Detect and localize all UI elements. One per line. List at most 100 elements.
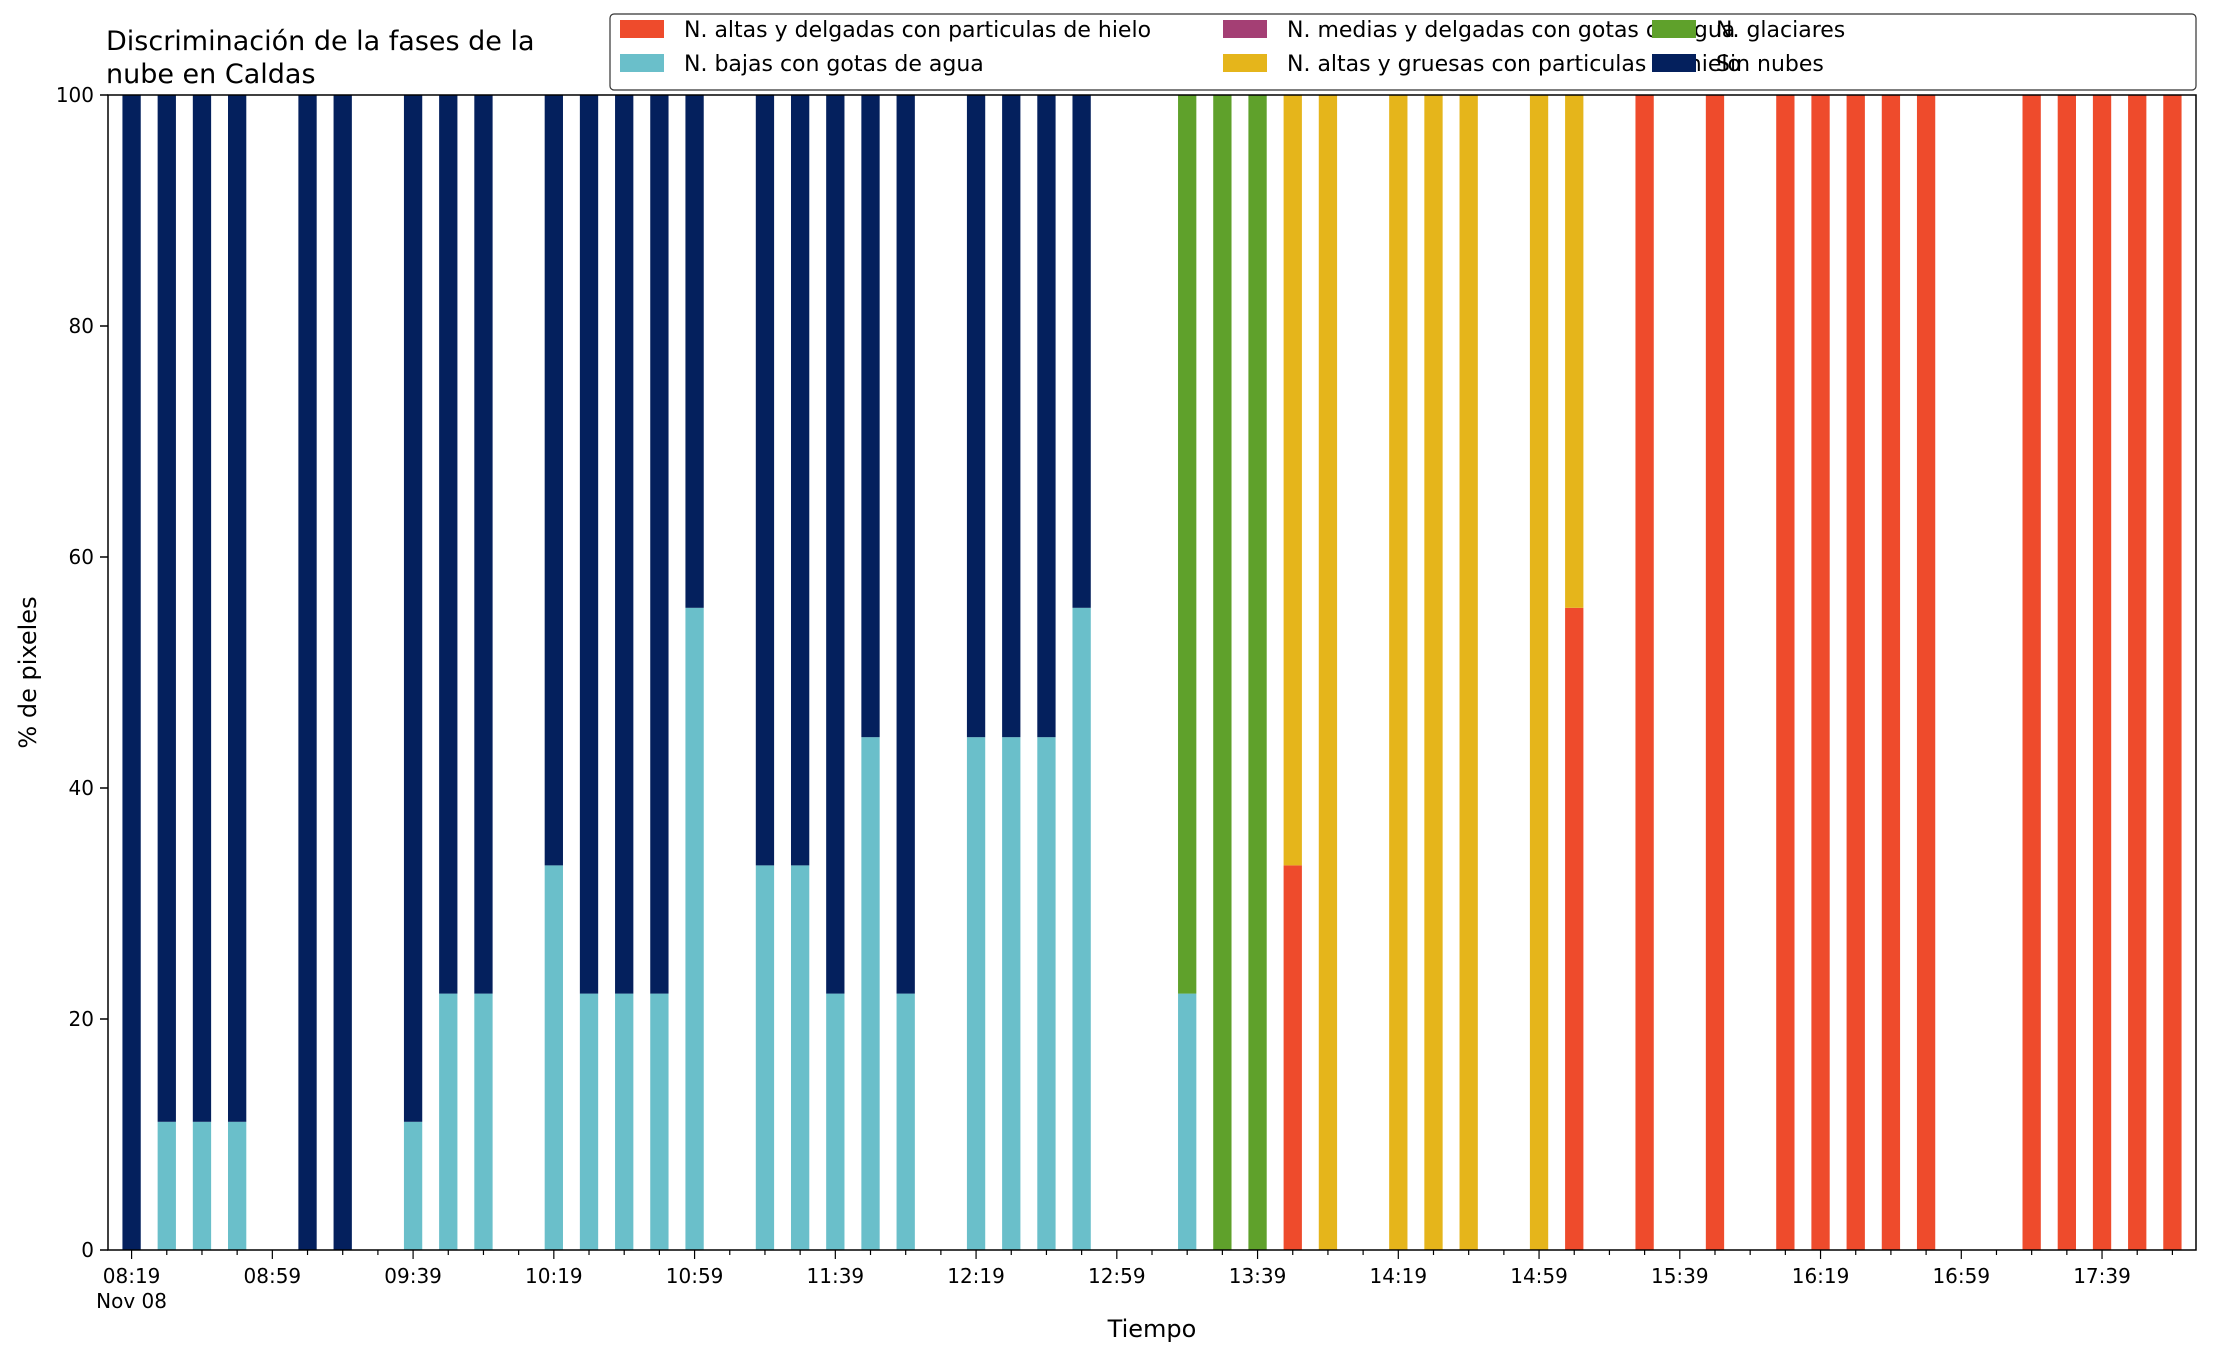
x-tick-date-label: Nov 08 [96, 1289, 167, 1313]
bar-segment-30-series-0 [1178, 993, 1197, 1250]
bar-segment-18-series-0 [755, 865, 775, 1250]
bar-segment-14-series-0 [615, 993, 634, 1250]
bar-segment-21-series-5 [861, 95, 880, 738]
legend-swatch-3 [1223, 54, 1267, 72]
bar-segment-14-series-5 [615, 95, 634, 994]
bar-segment-20-series-0 [826, 993, 845, 1250]
bar-segment-10-series-0 [474, 993, 493, 1250]
plot-frame [107, 94, 2197, 1251]
bar-segment-8-series-5 [403, 95, 423, 1122]
bar-segment-8-series-0 [403, 1121, 423, 1250]
bar-segment-25-series-0 [1002, 737, 1021, 1250]
bar-segment-18-series-5 [755, 95, 775, 866]
bar-segment-13-series-5 [579, 95, 599, 994]
x-tick-label-11: 15:39 [1651, 1264, 1709, 1288]
x-tick-label-10: 14:59 [1510, 1264, 1568, 1288]
bar-segment-16-series-5 [685, 95, 704, 608]
y-axis: 0 20 40 60 80 100 [56, 83, 108, 1262]
bar-segment-19-series-5 [790, 95, 810, 866]
bar-segment-19-series-0 [790, 865, 810, 1250]
bar-segment-27-series-0 [1072, 607, 1091, 1250]
legend-swatch-5 [1652, 54, 1696, 72]
x-tick-label-6: 12:19 [947, 1264, 1005, 1288]
bar-segment-33-series-1 [1283, 865, 1302, 1250]
bar-segment-1-series-5 [157, 95, 176, 1122]
bar-segment-41-series-1 [1565, 607, 1584, 1250]
x-tick-label-8: 13:39 [1229, 1264, 1287, 1288]
bar-segment-45-series-1 [1705, 95, 1725, 1250]
y-tick-label-0: 0 [81, 1238, 94, 1262]
bar-segment-57-series-1 [2128, 95, 2147, 1250]
x-axis-label: Tiempo [1107, 1315, 1197, 1343]
legend-label-5: Sin nubes [1716, 52, 1824, 77]
bar-segment-9-series-0 [439, 993, 458, 1250]
bar-segment-41-series-2 [1565, 95, 1584, 608]
bar-segment-34-series-2 [1318, 95, 1338, 1250]
x-tick-label-5: 11:39 [807, 1264, 865, 1288]
bar-segment-36-series-2 [1389, 95, 1408, 1250]
bar-segment-27-series-5 [1072, 95, 1091, 608]
bar-segment-32-series-3 [1248, 95, 1267, 1250]
legend-label-4: N. glaciares [1716, 18, 1845, 43]
chart-title-line-2: nube en Caldas [106, 59, 316, 90]
bar-segment-3-series-5 [228, 95, 247, 1122]
bar-segment-51-series-1 [1916, 95, 1936, 1250]
x-tick-label-9: 14:19 [1369, 1264, 1427, 1288]
x-tick-label-0: 08:19 [103, 1264, 161, 1288]
bar-segment-26-series-0 [1037, 737, 1056, 1250]
bar-segment-50-series-1 [1881, 95, 1901, 1250]
bar-segment-10-series-5 [474, 95, 493, 994]
bar-segment-33-series-2 [1283, 95, 1302, 866]
x-tick-label-13: 16:59 [1932, 1264, 1990, 1288]
bar-segment-21-series-0 [861, 737, 880, 1250]
legend-label-0: N. altas y delgadas con particulas de hi… [684, 18, 1151, 43]
y-axis-label: % de pixeles [14, 596, 42, 748]
bar-segment-56-series-1 [2092, 95, 2112, 1250]
x-tick-label-12: 16:19 [1792, 1264, 1850, 1288]
bar-segment-48-series-1 [1811, 95, 1830, 1250]
bar-segment-3-series-0 [228, 1121, 247, 1250]
bar-segment-37-series-2 [1424, 95, 1443, 1250]
y-tick-label-3: 60 [69, 545, 94, 569]
bar-segment-12-series-5 [544, 95, 563, 866]
bar-segment-13-series-0 [579, 993, 599, 1250]
bar-segment-22-series-5 [896, 95, 915, 994]
bar-segment-24-series-5 [966, 95, 986, 738]
bar-segment-58-series-1 [2163, 95, 2182, 1250]
bar-segment-26-series-5 [1037, 95, 1056, 738]
bar-segment-24-series-0 [966, 737, 986, 1250]
bar-segment-20-series-5 [826, 95, 845, 994]
y-tick-label-4: 80 [69, 314, 94, 338]
y-tick-label-2: 40 [69, 776, 94, 800]
bar-segment-38-series-2 [1459, 95, 1478, 1250]
bar-segment-43-series-1 [1635, 95, 1654, 1250]
bar-segment-12-series-0 [544, 865, 563, 1250]
legend-swatch-0 [620, 20, 664, 38]
bar-segment-30-series-3 [1178, 95, 1197, 994]
legend-swatch-1 [620, 54, 664, 72]
bar-segment-0-series-5 [122, 95, 141, 1250]
bar-segment-15-series-0 [650, 993, 669, 1250]
x-tick-label-2: 09:39 [384, 1264, 442, 1288]
bar-segment-25-series-5 [1002, 95, 1021, 738]
bar-segment-54-series-1 [2022, 95, 2041, 1250]
bar-segment-55-series-1 [2057, 95, 2076, 1250]
legend-swatch-4 [1652, 20, 1696, 38]
bar-segment-9-series-5 [439, 95, 458, 994]
bar-segment-22-series-0 [896, 993, 915, 1250]
bar-segment-16-series-0 [685, 607, 704, 1250]
bar-segment-47-series-1 [1776, 95, 1795, 1250]
x-tick-label-4: 10:59 [666, 1264, 724, 1288]
y-tick-label-5: 100 [56, 83, 94, 107]
x-tick-label-14: 17:39 [2073, 1264, 2131, 1288]
legend: N. altas y delgadas con particulas de hi… [609, 13, 2197, 91]
legend-box [609, 13, 2197, 91]
legend-swatch-2 [1223, 20, 1267, 38]
bar-segment-40-series-2 [1529, 95, 1549, 1250]
chart-title-line-1: Discriminación de la fases de la [106, 26, 535, 57]
bars-layer [122, 95, 2182, 1250]
bar-segment-15-series-5 [650, 95, 669, 994]
bar-segment-6-series-5 [333, 95, 352, 1250]
